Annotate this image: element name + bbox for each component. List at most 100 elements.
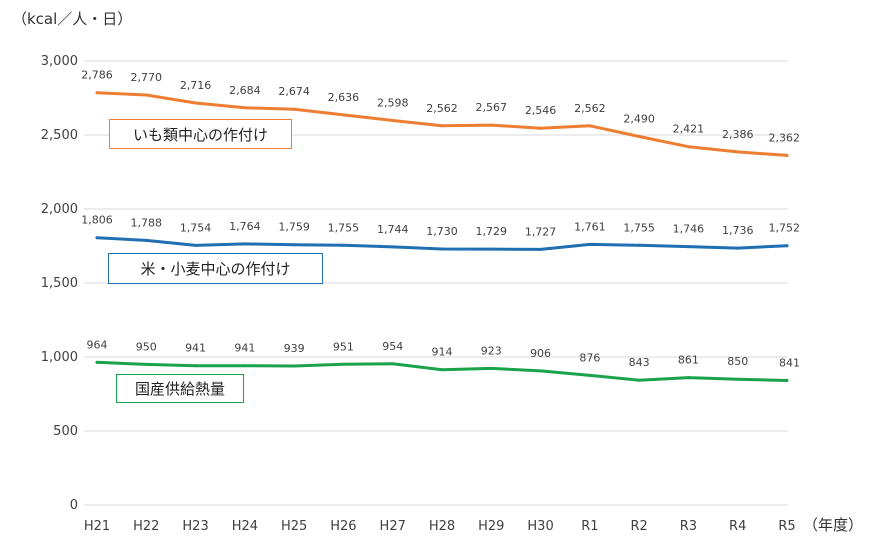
data-label-rice: 1,754 <box>180 221 212 234</box>
series-lines <box>95 91 789 383</box>
data-point-supply <box>588 373 592 377</box>
data-point-imo <box>736 150 740 154</box>
data-label-imo: 2,716 <box>180 79 212 92</box>
y-tick-label: 3,000 <box>41 54 78 69</box>
data-label-supply: 939 <box>284 342 305 355</box>
data-label-rice: 1,764 <box>229 220 261 233</box>
data-point-imo <box>686 145 690 149</box>
data-point-imo <box>292 107 296 111</box>
data-point-imo <box>489 123 493 127</box>
y-tick-label: 0 <box>70 498 78 513</box>
x-tick-label: R5 <box>778 519 795 534</box>
x-tick-label: R1 <box>581 519 598 534</box>
y-tick-label: 1,500 <box>41 276 78 291</box>
data-point-imo <box>785 153 789 157</box>
data-label-rice: 1,730 <box>426 225 458 238</box>
data-point-rice <box>440 247 444 251</box>
data-label-imo: 2,421 <box>673 123 705 136</box>
y-tick-label: 500 <box>53 424 78 439</box>
data-point-supply <box>785 379 789 383</box>
data-label-rice: 1,746 <box>673 223 705 236</box>
data-point-imo <box>637 134 641 138</box>
data-label-imo: 2,546 <box>525 104 557 117</box>
data-point-rice <box>785 244 789 248</box>
data-point-imo <box>391 118 395 122</box>
data-point-rice <box>95 236 99 240</box>
data-point-imo <box>341 113 345 117</box>
data-label-supply: 914 <box>432 346 453 359</box>
data-label-rice: 1,752 <box>769 222 801 235</box>
data-label-imo: 2,386 <box>722 128 754 141</box>
data-point-rice <box>539 247 543 251</box>
data-label-supply: 861 <box>678 354 699 367</box>
data-point-rice <box>292 243 296 247</box>
data-point-rice <box>144 238 148 242</box>
data-point-supply <box>736 377 740 381</box>
data-label-rice: 1,759 <box>278 221 310 234</box>
data-label-supply: 950 <box>136 340 157 353</box>
data-point-rice <box>341 243 345 247</box>
data-label-rice: 1,744 <box>377 223 409 236</box>
x-unit-label: （年度） <box>803 516 863 534</box>
data-label-supply: 951 <box>333 340 354 353</box>
x-tick-label: H30 <box>527 519 553 534</box>
data-label-rice: 1,755 <box>328 221 360 234</box>
data-labels: 2,786 2,770 2,716 2,684 2,674 2,636 2,598 2,562… <box>81 69 800 370</box>
data-label-supply: 843 <box>629 356 650 369</box>
grid-lines <box>84 60 788 506</box>
data-point-supply <box>341 362 345 366</box>
data-label-imo: 2,362 <box>769 131 801 144</box>
data-label-imo: 2,786 <box>81 69 113 82</box>
x-tick-label: H21 <box>84 519 110 534</box>
data-point-supply <box>539 369 543 373</box>
data-label-imo: 2,598 <box>377 96 409 109</box>
data-label-rice: 1,727 <box>525 225 557 238</box>
legend-supply: 国産供給熱量 <box>116 374 244 403</box>
data-point-supply <box>489 366 493 370</box>
x-tick-label: R2 <box>630 519 647 534</box>
data-point-imo <box>539 126 543 130</box>
data-point-supply <box>391 362 395 366</box>
data-label-rice: 1,755 <box>623 221 655 234</box>
data-point-supply <box>440 368 444 372</box>
x-tick-label: R3 <box>680 519 697 534</box>
data-point-supply <box>686 376 690 380</box>
data-point-rice <box>686 245 690 249</box>
x-tick-label: H22 <box>133 519 159 534</box>
data-point-rice <box>194 243 198 247</box>
data-label-supply: 906 <box>530 347 551 360</box>
data-point-rice <box>243 242 247 246</box>
data-point-imo <box>95 91 99 95</box>
x-tick-label: H26 <box>330 519 356 534</box>
data-point-imo <box>440 124 444 128</box>
data-point-supply <box>144 362 148 366</box>
data-label-supply: 954 <box>382 340 403 353</box>
y-tick-label: 2,000 <box>41 202 78 217</box>
legend-imo: いも類中心の作付け <box>109 119 292 149</box>
data-label-imo: 2,490 <box>623 112 655 125</box>
legend-imo-label: いも類中心の作付け <box>132 125 268 144</box>
data-point-supply <box>243 364 247 368</box>
y-tick-label: 2,500 <box>41 128 78 143</box>
x-tick-label: H23 <box>182 519 208 534</box>
data-label-rice: 1,761 <box>574 220 606 233</box>
y-unit-label: （kcal／人・日） <box>12 10 133 28</box>
legend-supply-label: 国産供給熱量 <box>134 380 225 398</box>
data-label-supply: 850 <box>727 355 748 368</box>
x-tick-label: H24 <box>232 519 258 534</box>
data-label-imo: 2,770 <box>131 71 163 84</box>
x-tick-label: R4 <box>729 519 746 534</box>
data-point-imo <box>588 124 592 128</box>
data-point-imo <box>144 93 148 97</box>
legend-rice-label: 米・小麦中心の作付け <box>140 260 291 278</box>
legend-rice: 米・小麦中心の作付け <box>108 253 323 284</box>
data-point-supply <box>194 364 198 368</box>
data-label-supply: 841 <box>779 357 800 370</box>
data-label-imo: 2,674 <box>278 85 310 98</box>
data-point-imo <box>243 106 247 110</box>
data-label-supply: 923 <box>481 344 502 357</box>
y-axis-ticks: 0 500 1,000 1,500 2,000 2,500 3,000 <box>41 54 78 513</box>
data-label-rice: 1,788 <box>131 216 163 229</box>
x-tick-label: H29 <box>478 519 504 534</box>
